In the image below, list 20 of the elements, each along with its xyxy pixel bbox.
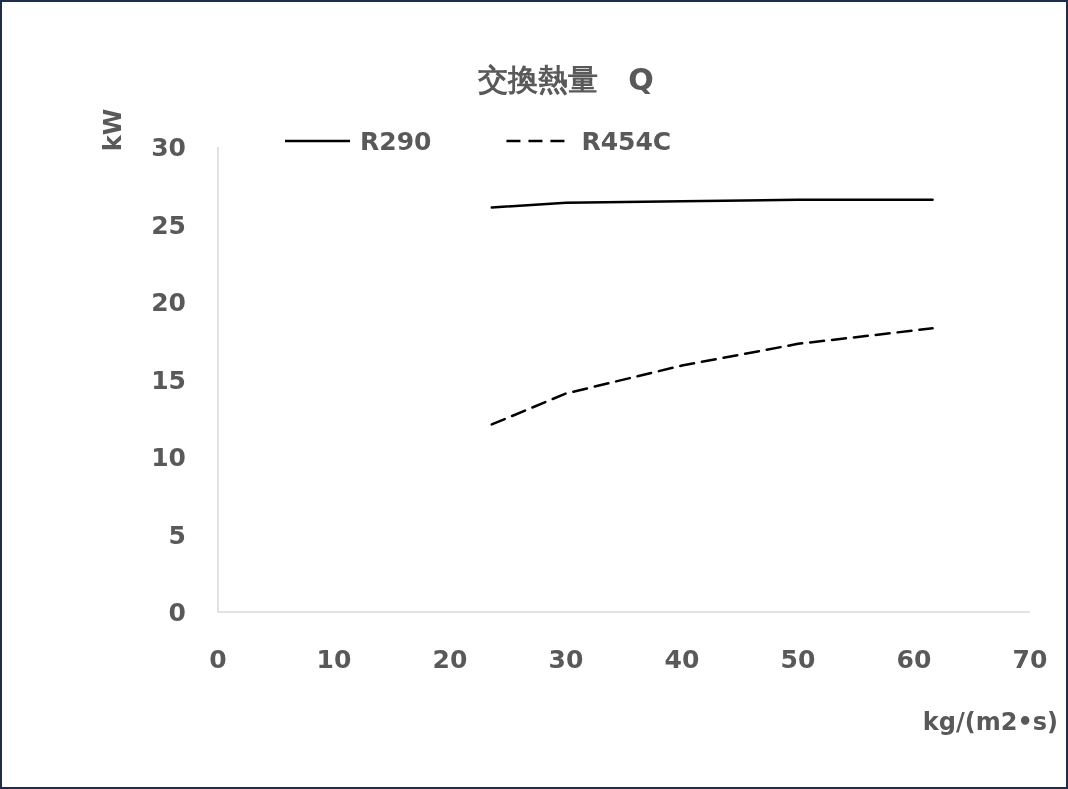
legend-label: R454C xyxy=(581,127,672,156)
x-tick-label: 0 xyxy=(209,645,227,674)
y-axis-title: kW xyxy=(99,108,127,152)
y-tick-label: 15 xyxy=(151,365,186,395)
y-tick-label: 0 xyxy=(168,598,186,627)
x-tick-label: 10 xyxy=(316,645,352,674)
x-axis-title: kg/(m2•s) xyxy=(922,708,1058,736)
chart-title: 交換熱量 Q xyxy=(477,62,654,97)
y-tick-label: 20 xyxy=(151,288,186,317)
y-tick-label: 5 xyxy=(168,520,186,550)
x-tick-label: 20 xyxy=(432,645,468,674)
x-tick-label: 60 xyxy=(896,645,932,674)
y-tick-label: 10 xyxy=(151,443,186,472)
y-tick-label: 25 xyxy=(151,210,186,240)
y-tick-label: 30 xyxy=(151,133,186,162)
x-tick-label: 50 xyxy=(780,645,816,674)
x-tick-label: 70 xyxy=(1012,645,1048,674)
legend-label: R290 xyxy=(360,127,432,156)
x-tick-label: 30 xyxy=(548,645,584,674)
x-tick-label: 40 xyxy=(664,645,700,674)
